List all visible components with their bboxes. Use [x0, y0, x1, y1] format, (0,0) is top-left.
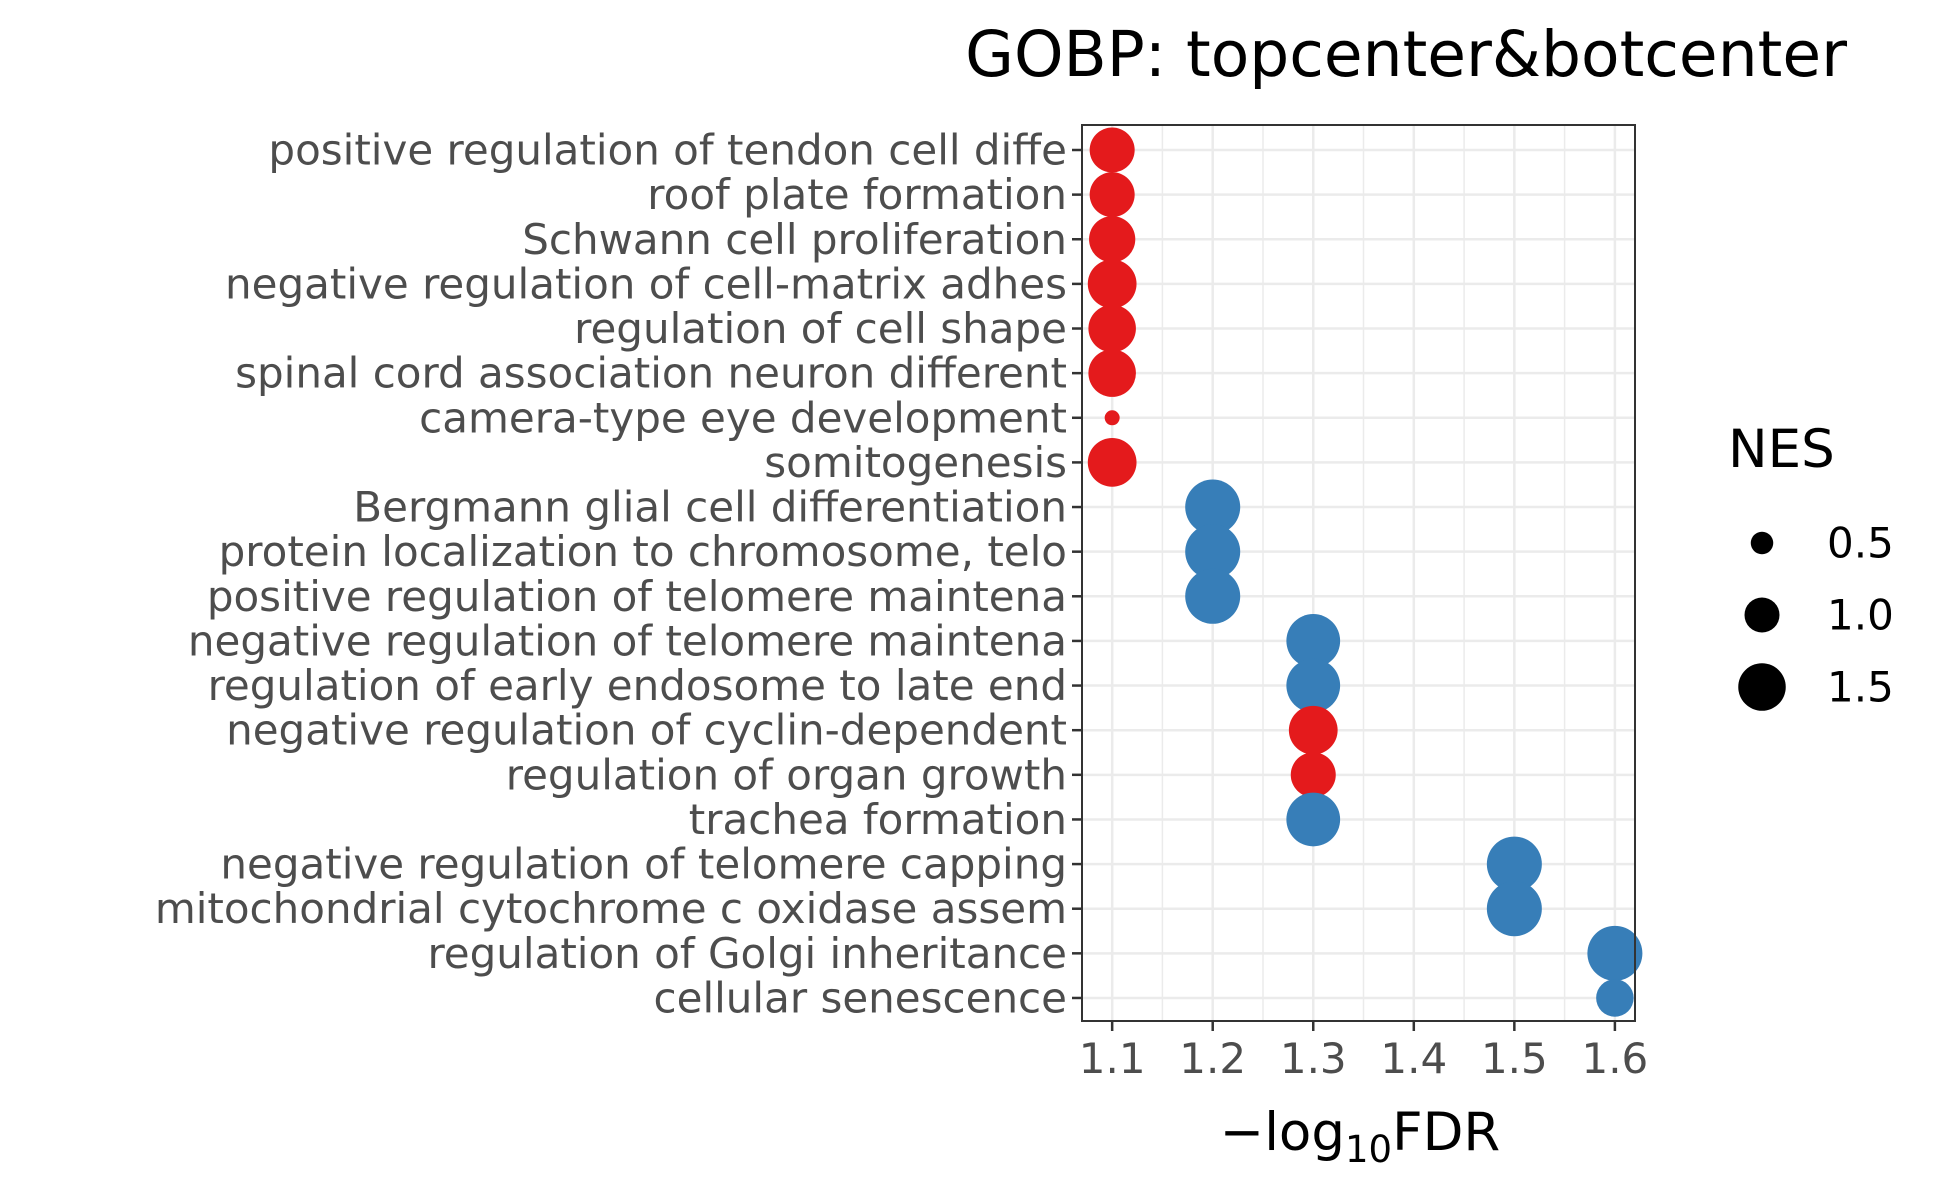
data-point: [1087, 438, 1137, 487]
x-axis-title-subscript: 10: [1345, 1128, 1392, 1171]
gridlines: [1082, 125, 1635, 1021]
y-tick-label: camera-type eye development: [419, 393, 1067, 442]
y-tick-label: Bergmann glial cell differentiation: [353, 483, 1067, 532]
data-point: [1288, 705, 1338, 755]
y-axis: positive regulation of tendon cell diffe…: [155, 126, 1082, 1022]
data-point: [1286, 792, 1341, 847]
x-axis-title-suffix: FDR: [1392, 1102, 1500, 1163]
y-tick-label: regulation of organ growth: [506, 750, 1067, 799]
plot-panel-background: [1082, 125, 1635, 1021]
chart-title: GOBP: topcenter&botcenter: [965, 18, 1847, 91]
y-tick-label: regulation of cell shape: [574, 304, 1067, 353]
y-tick-label: negative regulation of telomere maintena: [188, 616, 1067, 665]
y-tick-label: positive regulation of telomere maintena: [207, 572, 1067, 621]
data-point: [1290, 752, 1336, 798]
legend-key-label: 0.5: [1827, 519, 1894, 568]
legend-key-dot: [1744, 597, 1780, 633]
data-point: [1185, 568, 1241, 624]
x-tick-label: 1.5: [1481, 1034, 1548, 1083]
x-tick-label: 1.6: [1581, 1034, 1648, 1083]
data-point: [1088, 349, 1136, 397]
y-tick-label: negative regulation of telomere capping: [220, 840, 1067, 889]
legend-key-label: 1.5: [1827, 663, 1894, 712]
data-point: [1088, 304, 1136, 353]
data-point: [1089, 127, 1135, 173]
data-point: [1486, 881, 1542, 937]
y-tick-label: protein localization to chromosome, telo: [219, 527, 1067, 576]
legend-title: NES: [1728, 419, 1835, 480]
plot-panel-border: [1081, 124, 1636, 1022]
legend-key-label: 1.0: [1827, 591, 1894, 640]
y-tick-label: regulation of Golgi inheritance: [427, 929, 1067, 978]
legend-key-dot: [1738, 663, 1786, 711]
y-tick-label: spinal cord association neuron different: [235, 349, 1067, 398]
x-tick-label: 1.1: [1079, 1034, 1146, 1083]
legend-key-dot: [1750, 531, 1774, 555]
x-axis: 1.1 1.2 1.3 1.4 1.5 1.6: [1079, 1021, 1648, 1083]
y-tick-label: roof plate formation: [647, 170, 1067, 219]
y-tick-label: trachea formation: [689, 795, 1067, 844]
x-axis-title-prefix: −log: [1220, 1102, 1345, 1163]
data-point: [1087, 259, 1137, 309]
y-tick-label: positive regulation of tendon cell diffe: [268, 126, 1067, 175]
y-tick-label: regulation of early endosome to late end: [208, 661, 1067, 710]
data-point: [1286, 658, 1341, 713]
legend-items: 0.5 1.0 1.5: [1738, 519, 1894, 712]
data-point: [1587, 925, 1643, 981]
data-point: [1104, 410, 1120, 426]
data-point: [1596, 979, 1634, 1017]
data-point: [1185, 524, 1241, 580]
y-tick-label: cellular senescence: [654, 973, 1067, 1022]
y-tick-label: negative regulation of cell-matrix adhes: [225, 259, 1067, 308]
y-tick-label: Schwann cell proliferation: [522, 215, 1067, 264]
data-point: [1486, 836, 1542, 892]
legend: NES 0.5 1.0 1.5: [1728, 419, 1894, 712]
data-point: [1089, 172, 1135, 218]
x-axis-title: −log10FDR: [1220, 1102, 1500, 1171]
y-tick-label: somitogenesis: [764, 438, 1067, 487]
data-point: [1185, 479, 1241, 535]
x-tick-label: 1.4: [1380, 1034, 1447, 1083]
y-tick-label: mitochondrial cytochrome c oxidase assem: [155, 884, 1067, 933]
data-point: [1089, 216, 1136, 263]
y-tick-label: negative regulation of cyclin-dependent: [226, 706, 1067, 755]
x-tick-label: 1.2: [1179, 1034, 1246, 1083]
data-point: [1286, 614, 1341, 668]
data-points: [1087, 127, 1643, 1017]
x-tick-label: 1.3: [1280, 1034, 1347, 1083]
